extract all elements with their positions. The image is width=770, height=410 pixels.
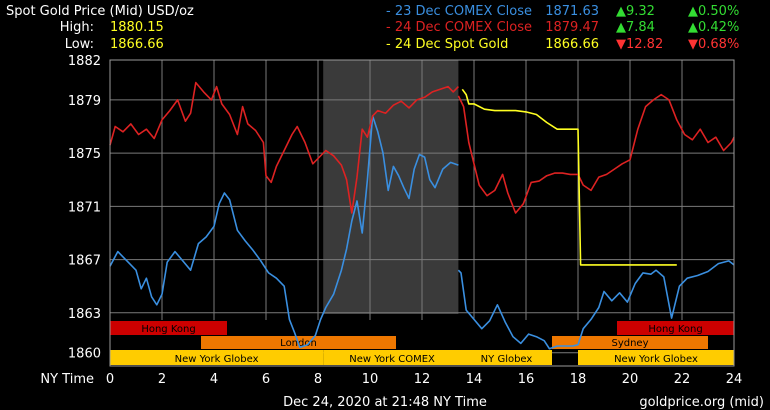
session-label: NY Globex xyxy=(481,354,533,365)
x-tick-label: 18 xyxy=(570,372,587,387)
legend-pct-spot: ▼0.68% xyxy=(688,37,739,52)
session-bar: Sydney xyxy=(552,336,708,349)
session-bar-fill xyxy=(461,350,552,365)
x-tick-label: 2 xyxy=(158,372,166,387)
series-line xyxy=(109,81,459,214)
x-tick-label: 10 xyxy=(362,372,379,387)
x-tick-label: 24 xyxy=(726,372,743,387)
x-tick-label: 12 xyxy=(414,372,431,387)
y-tick-label: 1860 xyxy=(68,347,101,362)
series-1 xyxy=(109,81,735,214)
session-label: Hong Kong xyxy=(648,324,702,335)
comex-shade xyxy=(323,60,459,314)
session-bar-fill xyxy=(323,350,461,365)
session-bar: Hong Kong xyxy=(617,321,734,335)
x-tick-label: 16 xyxy=(518,372,535,387)
session-bar-fill xyxy=(110,321,227,335)
session-label: New York COMEX xyxy=(349,354,435,365)
footer-timestamp: Dec 24, 2020 at 21:48 NY Time xyxy=(283,395,487,410)
y-tick-label: 1882 xyxy=(68,54,101,69)
high-label: High: xyxy=(60,20,94,35)
y-tick-labels: 1860 1863 1867 1871 1875 1879 1882 xyxy=(68,54,101,362)
series-line xyxy=(457,93,735,214)
session-bar: New York Globex xyxy=(578,350,734,365)
y-tick-label: 1871 xyxy=(68,200,101,215)
legend-label-24dec: - 24 Dec COMEX Close xyxy=(386,20,532,35)
high-value: 1880.15 xyxy=(110,20,164,35)
y-tick-label: 1879 xyxy=(68,94,101,109)
x-axis-label: NY Time xyxy=(40,372,94,387)
legend-row-24dec: - 24 Dec COMEX Close 1879.47 ▲7.84 ▲0.42… xyxy=(386,20,739,35)
session-bar: Hong Kong xyxy=(110,321,227,335)
footer-source: goldprice.org (mid) xyxy=(639,395,764,410)
x-tick-label: 6 xyxy=(262,372,270,387)
session-bar: New York Globex xyxy=(110,350,324,365)
legend-row-spot: - 24 Dec Spot Gold 1866.66 ▼12.82 ▼0.68% xyxy=(386,37,739,52)
legend-label-spot: - 24 Dec Spot Gold xyxy=(386,37,508,52)
session-label: New York Globex xyxy=(175,354,259,365)
session-label: Sydney xyxy=(611,338,648,349)
legend: - 23 Dec COMEX Close 1871.63 ▲9.32 ▲0.50… xyxy=(386,4,739,52)
series-layer xyxy=(109,81,735,350)
session-label: New York Globex xyxy=(614,354,698,365)
series-2 xyxy=(461,88,677,266)
legend-value-spot: 1866.66 xyxy=(545,37,599,52)
plot-border xyxy=(109,59,735,367)
legend-pct-24dec: ▲0.42% xyxy=(688,20,739,35)
series-line xyxy=(461,88,677,266)
legend-value-23dec: 1871.63 xyxy=(545,4,599,19)
session-label: Hong Kong xyxy=(141,324,195,335)
low-value: 1866.66 xyxy=(110,37,164,52)
legend-change-24dec: ▲7.84 xyxy=(616,20,655,35)
session-bar: New York COMEX xyxy=(323,350,461,365)
legend-row-23dec: - 23 Dec COMEX Close 1871.63 ▲9.32 ▲0.50… xyxy=(386,4,739,19)
low-label: Low: xyxy=(65,37,94,52)
x-tick-label: 20 xyxy=(622,372,639,387)
legend-value-24dec: 1879.47 xyxy=(545,20,599,35)
x-tick-label: 14 xyxy=(466,372,483,387)
legend-label-23dec: - 23 Dec COMEX Close xyxy=(386,4,532,19)
series-0 xyxy=(109,115,735,350)
chart-title: Spot Gold Price (Mid) USD/oz xyxy=(6,4,194,19)
x-tick-label: 4 xyxy=(210,372,218,387)
session-bar-fill xyxy=(110,350,324,365)
y-tick-label: 1867 xyxy=(68,254,101,269)
legend-pct-23dec: ▲0.50% xyxy=(688,4,739,19)
session-bar-fill xyxy=(617,321,734,335)
series-line xyxy=(457,260,735,350)
x-tick-label: 0 xyxy=(106,372,114,387)
x-tick-labels: 0 2 4 6 8 10 12 14 16 18 20 22 24 xyxy=(106,372,742,387)
x-tick-label: 22 xyxy=(674,372,691,387)
session-bar-fill xyxy=(578,350,734,365)
y-tick-label: 1875 xyxy=(68,147,101,162)
y-tick-label: 1863 xyxy=(68,307,101,322)
session-bar-fill xyxy=(552,336,708,349)
x-tick-label: 8 xyxy=(314,372,322,387)
comex-shade-layer xyxy=(323,60,459,314)
series-line xyxy=(109,115,459,349)
session-bar: NY Globex xyxy=(461,350,552,365)
legend-change-23dec: ▲9.32 xyxy=(616,4,655,19)
legend-change-spot: ▼12.82 xyxy=(616,37,663,52)
